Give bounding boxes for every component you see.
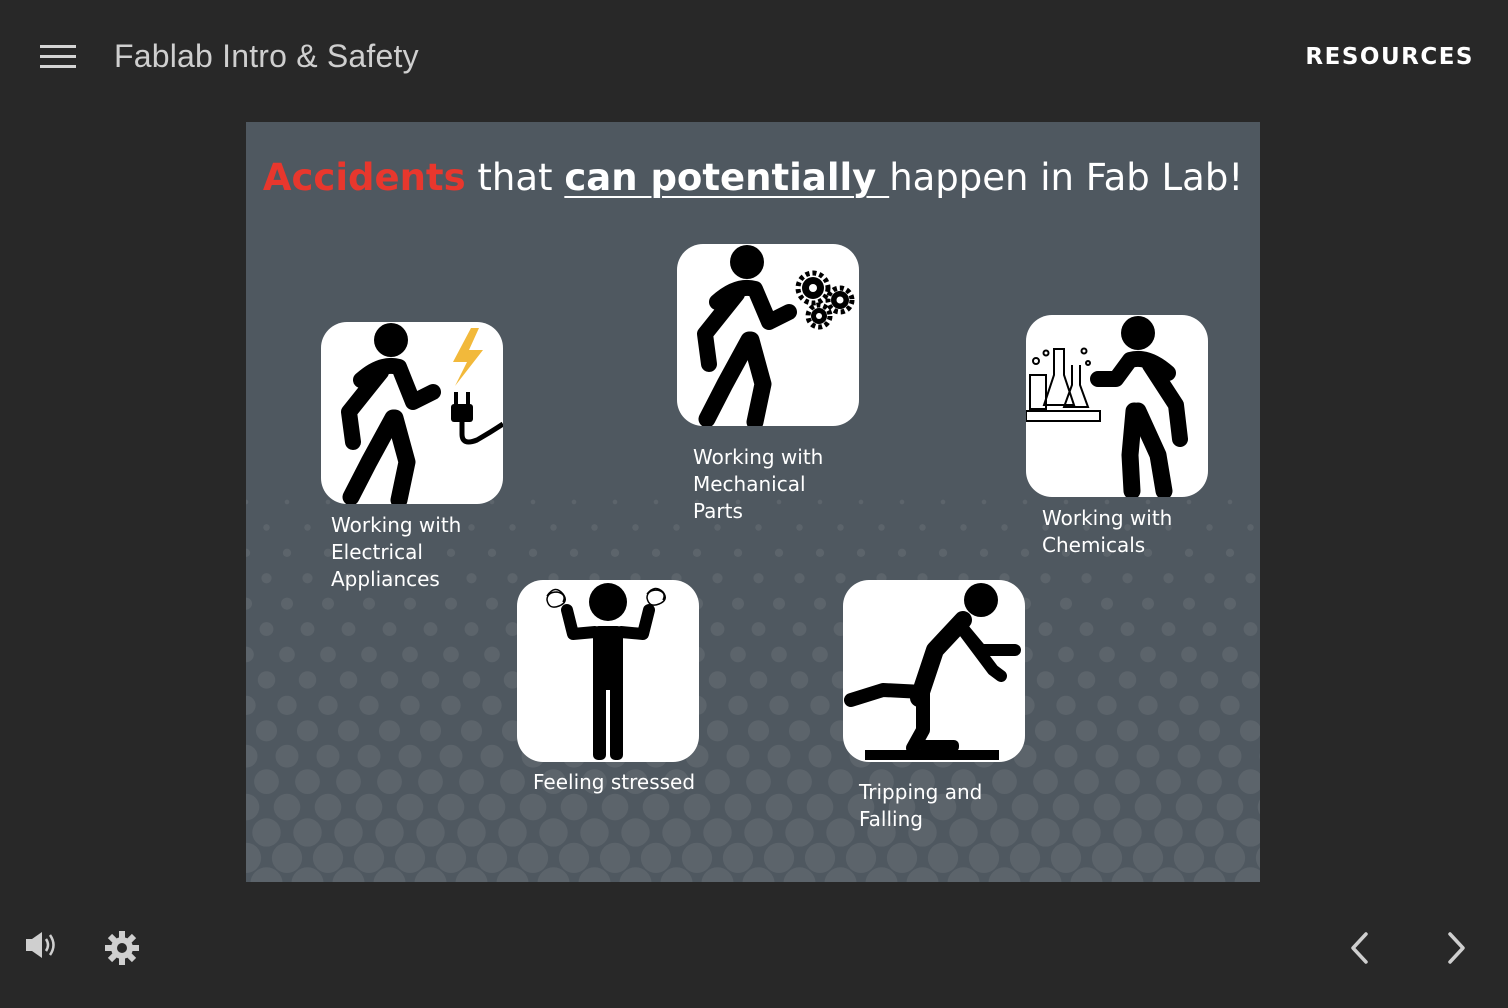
caption-chemicals: Working with Chemicals (1042, 505, 1172, 559)
volume-icon[interactable] (24, 929, 60, 961)
course-title: Fablab Intro & Safety (114, 38, 419, 74)
caption-electrical: Working with Electrical Appliances (331, 512, 461, 593)
top-bar: Fablab Intro & Safety RESOURCES (0, 0, 1508, 115)
caption-line: Mechanical (693, 472, 806, 496)
caption-line: Working with (1042, 506, 1173, 530)
chemicals-icon (1026, 316, 1188, 497)
stressed-person-icon (546, 583, 666, 760)
electrical-hazard-icon (341, 323, 503, 504)
caption-line: Chemicals (1042, 533, 1146, 557)
caption-stressed: Feeling stressed (533, 769, 695, 796)
menu-icon[interactable] (40, 45, 76, 69)
mechanical-gears-icon (697, 245, 855, 426)
caption-tripping: Tripping and Falling (859, 779, 982, 833)
title-accent-word: Accidents (262, 156, 466, 199)
chevron-right-icon[interactable] (1442, 931, 1470, 965)
caption-line: Tripping and (859, 780, 983, 804)
caption-line: Electrical (331, 540, 423, 564)
chevron-left-icon[interactable] (1346, 931, 1374, 965)
tripping-icon (844, 583, 1021, 760)
caption-line: Working with (331, 513, 462, 537)
caption-mechanical: Working with Mechanical Parts (693, 444, 823, 525)
gear-icon[interactable] (104, 930, 140, 966)
title-text-1: that (465, 156, 565, 199)
bottom-bar (0, 905, 1508, 1008)
chemicals-card (1026, 315, 1208, 497)
tripping-card (843, 580, 1025, 762)
title-text-2: happen in Fab Lab! (889, 156, 1244, 199)
caption-line: Working with (693, 445, 824, 469)
slide-title: Accidents that can potentially happen in… (246, 156, 1260, 199)
mechanical-parts-card (677, 244, 859, 426)
caption-line: Falling (859, 807, 923, 831)
slide-canvas: Accidents that can potentially happen in… (246, 122, 1260, 882)
caption-line: Feeling stressed (533, 770, 696, 794)
stressed-card (517, 580, 699, 762)
title-emphasis: can potentially (564, 156, 890, 199)
resources-button[interactable]: RESOURCES (1305, 44, 1474, 70)
caption-line: Appliances (331, 567, 440, 591)
caption-line: Parts (693, 499, 743, 523)
electrical-hazard-card (321, 322, 503, 504)
